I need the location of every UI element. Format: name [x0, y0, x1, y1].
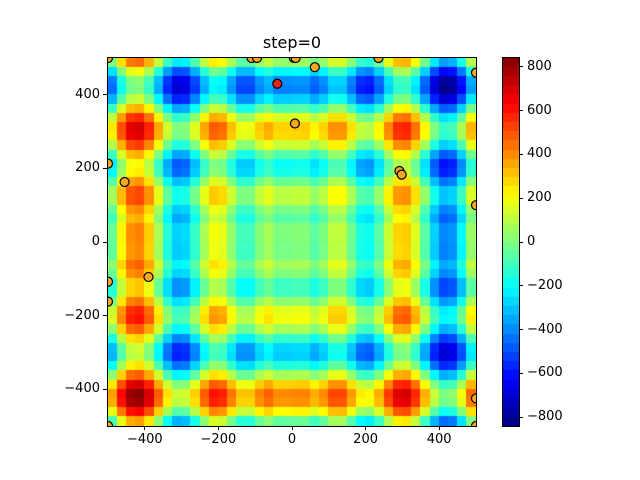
colorbar: [503, 58, 519, 426]
chart-title: step=0: [262, 33, 322, 52]
heatmap-plot-area: [108, 58, 476, 426]
